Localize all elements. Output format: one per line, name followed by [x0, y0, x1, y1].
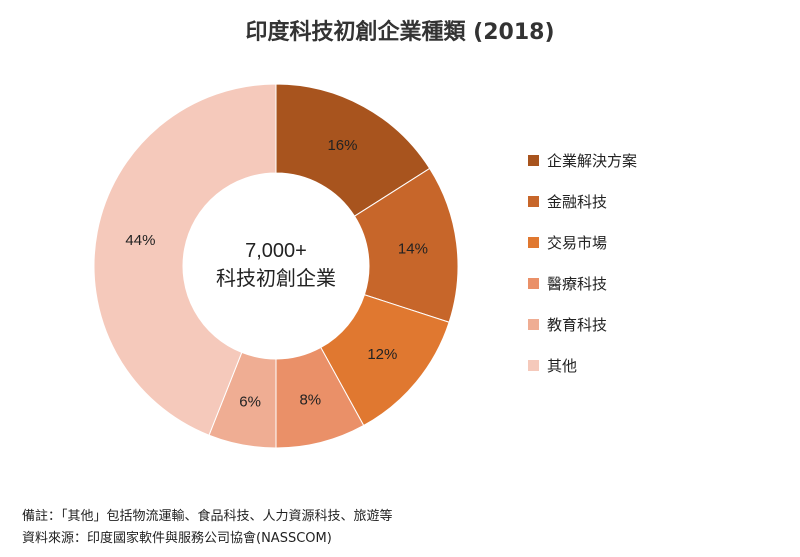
center-text: 科技初創企業	[216, 266, 336, 290]
legend-item-2: 金融科技	[528, 181, 637, 222]
legend-item-5: 教育科技	[528, 304, 637, 345]
legend: 企業解決方案 金融科技交易市場醫療科技教育科技其他	[528, 140, 637, 386]
slice-label-2: 14%	[398, 241, 428, 258]
legend-swatch	[528, 237, 539, 248]
slice-label-5: 6%	[239, 394, 261, 411]
slice-label-6: 44%	[125, 232, 155, 249]
slice-label-1: 16%	[327, 137, 357, 154]
slice-label-4: 8%	[299, 392, 321, 409]
donut-hole	[183, 173, 369, 359]
legend-item-3: 交易市場	[528, 222, 637, 263]
center-value: 7,000+	[245, 240, 307, 262]
chart-title: 印度科技初創企業種類 (2018)	[245, 20, 555, 45]
legend-item-1: 企業解決方案	[528, 140, 637, 181]
legend-label: 其他	[547, 357, 578, 375]
slice-labels-group: 16% 14% 12% 8% 6% 44%	[125, 137, 427, 410]
legend-label: 教育科技	[547, 316, 608, 334]
legend-label: 金融科技	[547, 193, 608, 211]
legend-item-6: 其他	[528, 345, 637, 386]
legend-swatch	[528, 360, 539, 371]
legend-swatch	[528, 196, 539, 207]
legend-label: 交易市場	[547, 234, 608, 252]
notes: 備註：「其他」包括物流運輸、食品科技、人力資源科技、旅遊等 資料來源：印度國家軟…	[22, 506, 393, 550]
legend-swatch	[528, 155, 539, 166]
remark-note: 備註：「其他」包括物流運輸、食品科技、人力資源科技、旅遊等	[22, 509, 393, 524]
source-note: 資料來源：印度國家軟件與服務公司協會(NASSCOM)	[22, 531, 332, 546]
legend-swatch	[528, 319, 539, 330]
slices-group	[93, 83, 459, 449]
legend-swatch	[528, 278, 539, 289]
legend-item-4: 醫療科技	[528, 263, 637, 304]
legend-label: 醫療科技	[547, 275, 608, 293]
slice-label-3: 12%	[367, 346, 397, 363]
legend-label: 企業解決方案	[547, 152, 638, 170]
